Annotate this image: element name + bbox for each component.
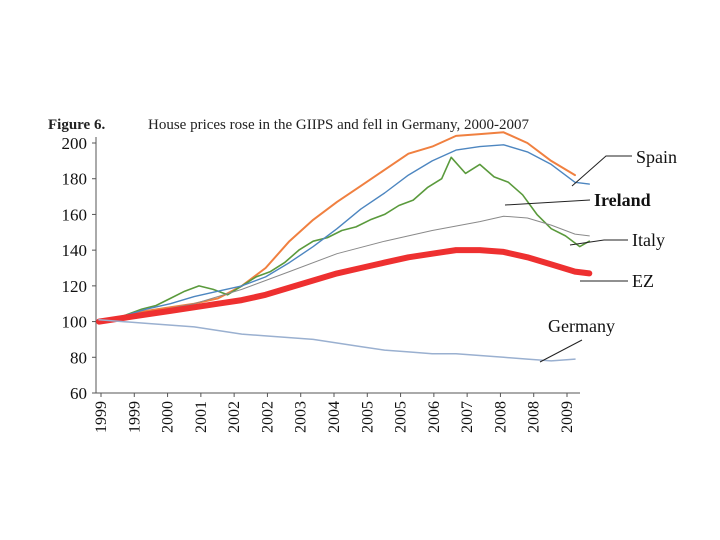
series-line <box>98 156 591 325</box>
y-tick-label: 100 <box>62 313 88 332</box>
x-tick-label: 1999 <box>93 401 110 433</box>
series-label: EZ <box>632 271 654 291</box>
y-tick-label: 160 <box>62 205 88 224</box>
leader-line <box>539 339 583 363</box>
series-line <box>98 319 576 362</box>
series-line <box>98 144 590 323</box>
x-tick-label: 2004 <box>326 401 343 433</box>
x-tick-label: 2008 <box>526 401 543 433</box>
x-tick-label: 2005 <box>359 401 376 433</box>
series-line <box>98 215 590 323</box>
series-label: Ireland <box>594 190 651 210</box>
x-tick-label: 2002 <box>226 401 243 433</box>
x-tick-label: 1999 <box>126 401 143 433</box>
x-tick-label: 2001 <box>193 401 210 433</box>
figure-label: Figure 6. <box>48 117 106 133</box>
x-tick-label: 2000 <box>160 401 177 433</box>
leader-line <box>504 199 591 206</box>
y-tick-label: 200 <box>62 134 88 153</box>
x-tick-label: 2002 <box>259 401 276 433</box>
x-tick-label: 2008 <box>492 401 509 433</box>
series-lines <box>96 131 593 362</box>
series-line <box>98 131 576 323</box>
y-tick-label: 140 <box>62 241 88 260</box>
y-tick-label: 60 <box>70 384 87 403</box>
series-line <box>96 247 593 325</box>
y-tick-label: 120 <box>62 277 88 296</box>
x-tick-label: 2006 <box>426 401 443 433</box>
series-label: Germany <box>548 316 615 336</box>
y-tick-label: 180 <box>62 170 88 189</box>
x-tick-label: 2005 <box>393 401 410 433</box>
annotations: Spain Ireland Italy EZ Germany <box>504 147 677 363</box>
x-tick-label: 2003 <box>293 401 310 433</box>
leader-line <box>569 239 628 246</box>
y-tick-label: 80 <box>70 348 87 367</box>
figure-caption: House prices rose in the GIIPS and fell … <box>148 117 530 133</box>
series-label: Italy <box>632 230 665 250</box>
x-tick-label: 2009 <box>559 401 576 433</box>
axes: 60 80 100 120 140 160 180 200 1999 1999 2000 2001 20… <box>62 134 580 433</box>
x-tick-label: 2007 <box>459 401 476 433</box>
leader-line <box>571 155 632 187</box>
series-label: Spain <box>636 147 677 167</box>
